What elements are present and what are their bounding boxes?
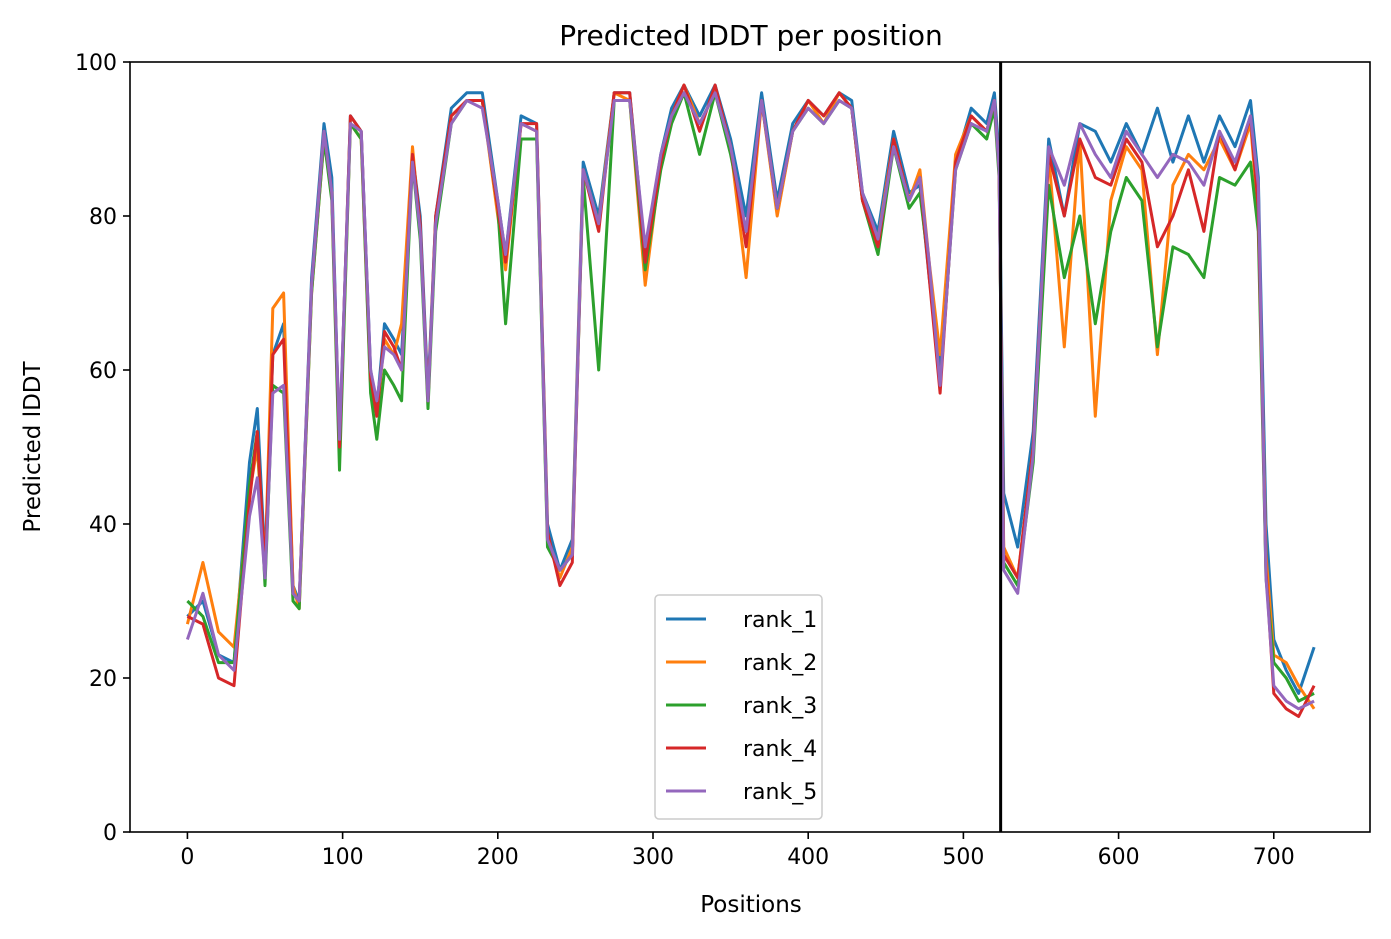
chart-title: Predicted lDDT per position [559,19,943,52]
legend-label: rank_5 [743,780,817,805]
plot-area [185,62,1316,832]
x-tick-label: 500 [942,845,984,870]
x-tick-label: 700 [1253,845,1295,870]
y-tick-label: 60 [89,359,117,384]
series-line-rank-5 [185,91,1315,711]
x-axis-ticks: 0 100 200 300 400 500 600 700 [180,832,1295,870]
y-tick-label: 80 [89,205,117,230]
x-axis-label: Positions [700,892,802,918]
y-tick-label: 40 [89,513,117,538]
plot-frame [129,61,1371,833]
legend-label: rank_1 [743,608,817,633]
legend-label: rank_2 [743,651,817,676]
legend-box [654,594,823,820]
legend-label: rank_4 [743,737,817,762]
y-tick-label: 20 [89,667,117,692]
legend: rank_1 rank_2 rank_3 rank_4 rank_5 [654,594,823,820]
y-axis-ticks: 0 20 40 60 80 100 [75,51,130,846]
x-tick-label: 200 [477,845,519,870]
legend-label: rank_3 [743,694,817,719]
x-tick-label: 400 [787,845,829,870]
x-tick-label: 100 [322,845,364,870]
y-tick-label: 0 [103,821,117,846]
y-axis-label: Predicted lDDT [20,360,46,532]
y-tick-label: 100 [75,51,117,76]
x-tick-label: 600 [1098,845,1140,870]
x-tick-label: 0 [180,845,194,870]
x-tick-label: 300 [632,845,674,870]
